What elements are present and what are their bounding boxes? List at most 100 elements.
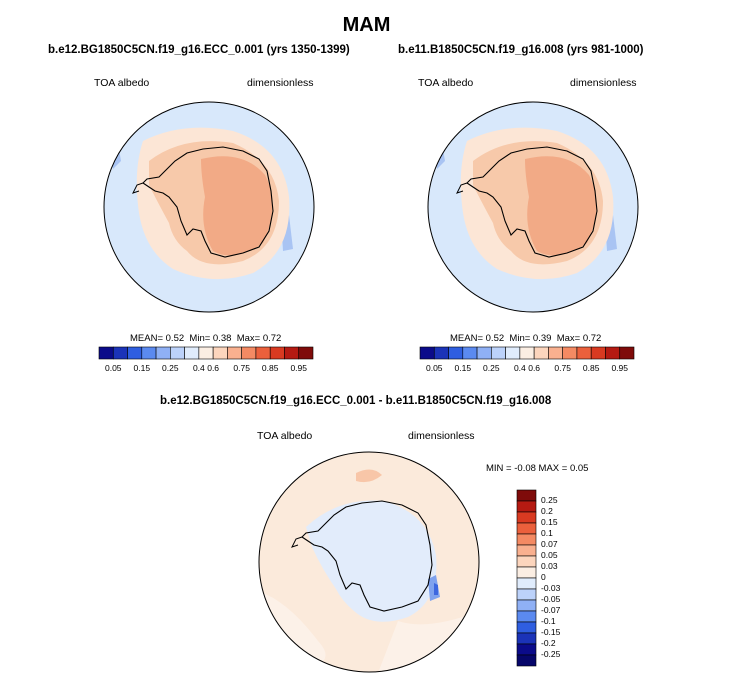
diff-variable-label: TOA albedo (257, 430, 313, 442)
colorbar-swatch (516, 621, 537, 634)
colorbar-swatch (516, 522, 537, 535)
panel2-units-label: dimensionless (570, 77, 637, 89)
coastline (142, 146, 274, 258)
colorbar-swatch (491, 346, 506, 360)
colorbar-tick-label: 0.6 (528, 363, 541, 373)
warm-patch (356, 469, 382, 483)
colorbar-tick-label: 0.07 (541, 539, 558, 549)
colorbar-tick-label: 0.85 (582, 363, 600, 373)
colorbar-swatch (516, 500, 537, 513)
colorbar-swatch (516, 643, 537, 656)
mean-value: 0.52 (485, 333, 505, 344)
colorbar-swatch (448, 346, 464, 360)
coastline (466, 146, 598, 258)
colorbar-tick-label: 0.05 (104, 363, 122, 373)
colorbar-swatch (127, 346, 143, 360)
colorbar-swatch (284, 346, 300, 360)
colorbar-tick-label: -0.15 (541, 627, 561, 637)
colorbar-tick-label: -0.05 (541, 594, 561, 604)
colorbar-swatch (516, 489, 537, 502)
colorbar-swatch (576, 346, 592, 360)
diff-units-label: dimensionless (408, 430, 475, 442)
panel2-variable-label: TOA albedo (418, 77, 474, 89)
max-value: 0.72 (582, 333, 602, 344)
panel2-colorbar-ticks: 0.05 0.15 0.25 0.4 0.6 0.75 0.85 0.95 (420, 363, 634, 375)
colorbar-swatch (605, 346, 621, 360)
colorbar-tick-label: 0.95 (611, 363, 628, 373)
colorbar-swatch (98, 346, 114, 360)
colorbar-tick-label: 0.25 (483, 363, 500, 373)
panel1-map (103, 101, 315, 313)
max-value: 0.05 (569, 463, 589, 474)
panel2-stats: MEAN= 0.52 Min= 0.39 Max= 0.72 (450, 333, 601, 344)
min-value: -0.08 (514, 463, 536, 474)
colorbar-tick-label: -0.25 (541, 649, 561, 659)
min-value: 0.38 (212, 333, 232, 344)
max-value: 0.72 (262, 333, 282, 344)
colorbar-tick-label: -0.07 (541, 605, 561, 615)
colorbar-tick-label: -0.03 (541, 583, 561, 593)
page-title: MAM (342, 14, 391, 36)
colorbar-swatch (516, 654, 537, 667)
colorbar-tick-label: 0.15 (541, 517, 558, 527)
coastline (132, 182, 144, 194)
colorbar-tick-label: 0.85 (261, 363, 279, 373)
colorbar-swatch (227, 346, 242, 360)
diff-colorbar (516, 489, 537, 667)
mean-label: MEAN= (130, 333, 163, 344)
colorbar-tick-label: 0.15 (133, 363, 151, 373)
colorbar-swatch (198, 346, 214, 360)
colorbar-swatch (516, 610, 537, 623)
colorbar-tick-label: 0.4 (192, 363, 205, 373)
coastline (291, 536, 303, 548)
colorbar-swatch (516, 577, 537, 590)
colorbar-swatch (155, 346, 171, 360)
colorbar-swatch (516, 511, 537, 524)
colorbar-swatch (516, 566, 537, 579)
colorbar-tick-label: 0.25 (162, 363, 179, 373)
colorbar-swatch (516, 544, 537, 557)
colorbar-tick-label: 0 (541, 572, 546, 582)
colorbar-swatch (590, 346, 606, 360)
colorbar-swatch (298, 346, 314, 360)
colorbar-swatch (269, 346, 285, 360)
colorbar-tick-label: 0.95 (290, 363, 307, 373)
max-label: Max= (236, 333, 261, 344)
panel1-colorbar-ticks: 0.05 0.15 0.25 0.4 0.6 0.75 0.85 0.95 (99, 363, 313, 375)
colorbar-swatch (433, 346, 449, 360)
colorbar-tick-label: 0.6 (207, 363, 220, 373)
colorbar-swatch (516, 555, 537, 568)
colorbar-swatch (548, 346, 563, 360)
map-border (258, 451, 480, 673)
colorbar-tick-label: -0.1 (541, 616, 556, 626)
colorbar-swatch (516, 533, 537, 546)
coastline (456, 182, 468, 194)
colorbar-swatch (516, 599, 537, 612)
mean-value: 0.52 (165, 333, 185, 344)
colorbar-swatch (112, 346, 128, 360)
coastal-negative-patch (434, 583, 438, 595)
colorbar-swatch (519, 346, 535, 360)
panel2-colorbar (419, 346, 635, 360)
plateau-region (201, 156, 273, 256)
colorbar-swatch (419, 346, 435, 360)
colorbar-tick-label: 0.2 (541, 506, 553, 516)
min-label: MIN = (486, 463, 512, 474)
min-label: Min= (509, 333, 531, 344)
diff-stats: MIN = -0.08 MAX = 0.05 (486, 463, 588, 474)
min-label: Min= (189, 333, 211, 344)
colorbar-swatch (184, 346, 200, 360)
colorbar-swatch (562, 346, 578, 360)
diff-colorbar-ticks: 0.25 0.2 0.15 0.1 0.07 0.05 0.03 0 -0.03 -0.05 -0.… (541, 490, 581, 666)
colorbar-tick-label: 0.25 (541, 495, 558, 505)
panel2-case-label: b.e11.B1850C5CN.f19_g16.008 (yrs 981-100… (398, 44, 644, 56)
colorbar-swatch (516, 588, 537, 601)
panel2-map (427, 101, 639, 313)
colorbar-swatch (170, 346, 185, 360)
max-label: Max= (556, 333, 581, 344)
panel1-case-label: b.e12.BG1850C5CN.f19_g16.ECC_0.001 (yrs … (48, 44, 350, 56)
coastline (301, 500, 433, 612)
continent-region (306, 500, 437, 622)
colorbar-swatch (141, 346, 157, 360)
colorbar-tick-label: 0.15 (454, 363, 472, 373)
